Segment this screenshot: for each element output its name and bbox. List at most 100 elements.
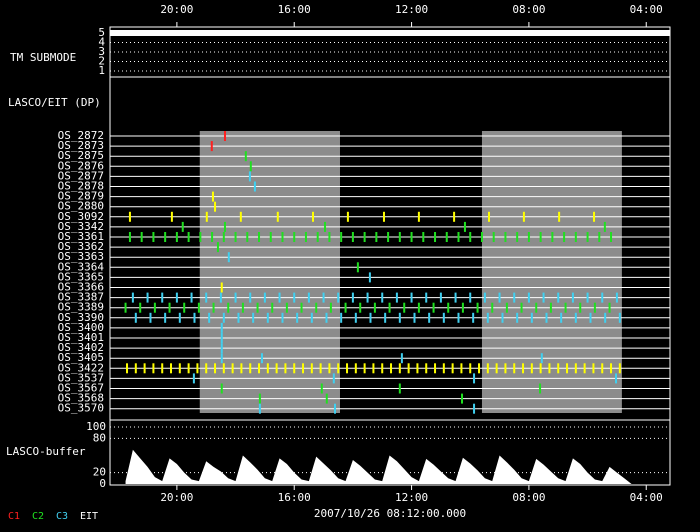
event	[211, 232, 214, 242]
event	[473, 403, 476, 414]
event	[382, 211, 385, 222]
event	[328, 232, 331, 242]
event	[139, 302, 142, 313]
event	[369, 312, 372, 323]
event	[269, 232, 272, 242]
event	[140, 232, 143, 242]
event	[211, 191, 214, 202]
legend-entry: EIT	[80, 511, 98, 522]
event	[398, 232, 401, 242]
event	[373, 302, 376, 313]
event	[146, 292, 149, 303]
event	[486, 363, 489, 374]
event	[284, 363, 287, 374]
event	[275, 363, 278, 374]
event	[558, 211, 561, 222]
event	[598, 232, 601, 242]
event	[501, 312, 504, 323]
event	[346, 211, 349, 222]
event	[442, 312, 445, 323]
event	[522, 363, 525, 374]
event	[152, 232, 155, 242]
event	[359, 302, 362, 313]
event	[296, 312, 299, 323]
event	[610, 363, 613, 374]
bottom-tick-label: 16:00	[278, 491, 311, 504]
event	[310, 312, 313, 323]
event	[461, 393, 464, 404]
event	[205, 363, 208, 374]
row-label: OS_3401	[58, 331, 104, 344]
event	[548, 363, 551, 374]
event	[263, 292, 266, 303]
row-label: OS_3362	[58, 240, 104, 253]
event	[168, 302, 171, 313]
event	[244, 151, 247, 162]
shaded-region	[481, 131, 622, 413]
event	[398, 312, 401, 323]
event	[483, 292, 486, 303]
event	[126, 363, 129, 374]
event	[463, 221, 466, 232]
event	[618, 363, 621, 374]
event	[214, 201, 217, 212]
event	[316, 232, 319, 242]
event	[472, 312, 475, 323]
event	[388, 302, 391, 313]
event	[601, 292, 604, 303]
row-label: OS_3364	[58, 260, 105, 273]
event	[328, 363, 331, 374]
event	[241, 302, 244, 313]
submode-tick-label: 3	[98, 45, 105, 58]
row-label: OS_3389	[58, 301, 104, 314]
event	[190, 292, 193, 303]
event	[170, 211, 173, 222]
event	[248, 171, 251, 182]
event	[227, 302, 230, 313]
event	[557, 292, 560, 303]
event	[375, 232, 378, 242]
event	[152, 363, 155, 374]
event	[181, 221, 184, 232]
event	[495, 363, 498, 374]
event	[390, 363, 393, 374]
event	[131, 292, 134, 303]
event	[266, 363, 269, 374]
event	[473, 373, 476, 384]
event	[504, 232, 507, 242]
event	[539, 383, 542, 394]
event	[193, 312, 196, 323]
event	[498, 292, 501, 303]
event	[253, 181, 256, 192]
event	[395, 292, 398, 303]
event	[161, 363, 164, 374]
event	[293, 292, 296, 303]
event	[535, 302, 538, 313]
event	[246, 232, 249, 242]
bottom-tick-label: 04:00	[630, 491, 663, 504]
date: 2007/10/26 08:12:00.000	[314, 507, 466, 520]
event	[234, 292, 237, 303]
event	[457, 232, 460, 242]
event	[300, 302, 303, 313]
event	[320, 383, 323, 394]
event	[293, 232, 296, 242]
event	[337, 292, 340, 303]
submode-tick-label: 5	[98, 26, 105, 39]
event	[520, 302, 523, 313]
event	[366, 292, 369, 303]
event	[368, 272, 371, 283]
bottom-tick-label: 08:00	[512, 491, 545, 504]
row-label: OS_2877	[58, 169, 104, 182]
row-label: OS_3363	[58, 250, 104, 263]
event	[324, 221, 327, 232]
event	[216, 242, 219, 253]
event	[416, 363, 419, 374]
row-label: OS_2878	[58, 180, 104, 193]
event	[128, 232, 131, 242]
row-label: OS_3570	[58, 402, 104, 415]
event	[384, 312, 387, 323]
event	[488, 211, 491, 222]
event	[260, 353, 263, 364]
event	[208, 312, 211, 323]
